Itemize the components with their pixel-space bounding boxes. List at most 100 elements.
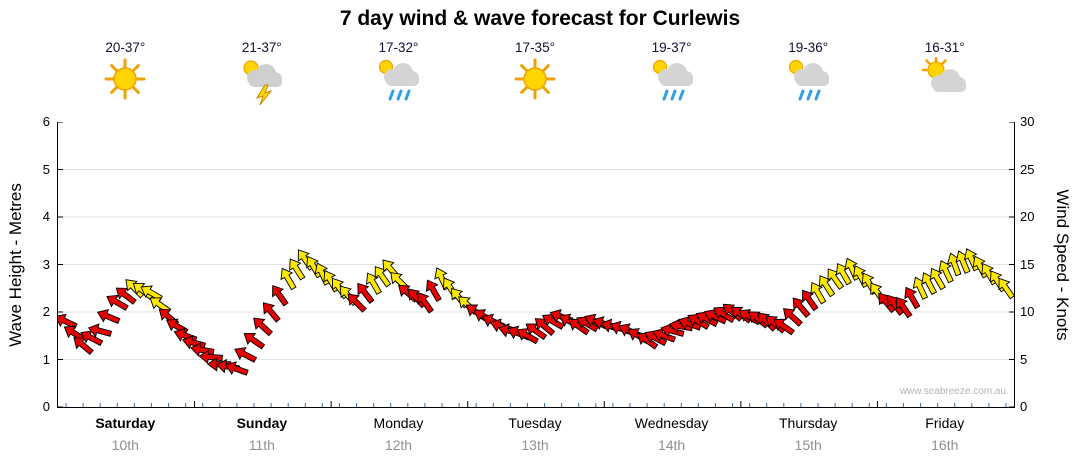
- wind-arrow: [542, 313, 565, 330]
- sunny-weather-icon: [508, 57, 562, 105]
- wind-arrow: [904, 286, 921, 310]
- temperature-range: 17-35°: [515, 40, 555, 55]
- watermark: www.seabreeze.com.au: [899, 386, 1006, 397]
- wind-arrow: [835, 262, 852, 286]
- day-label: Sunday 11th: [194, 415, 331, 453]
- day-name: Saturday: [95, 415, 156, 431]
- wave-height-tick: 0: [42, 399, 50, 414]
- wind-arrow: [644, 330, 668, 347]
- day-name: Tuesday: [508, 415, 562, 431]
- wind-arrow: [801, 289, 819, 312]
- wind-arrow: [636, 332, 659, 350]
- day-label: Saturday 10th: [57, 415, 194, 453]
- wind-arrow: [272, 284, 289, 307]
- day-column: 19-37°: [603, 40, 740, 105]
- wave-height-tick: 3: [42, 256, 50, 272]
- right-axis-title: Wind Speed - Knots: [1053, 189, 1072, 341]
- wind-arrow: [73, 337, 94, 355]
- day-column: 16-31°: [876, 40, 1013, 105]
- day-column: 20-37°: [57, 40, 194, 105]
- plot-area: www.seabreeze.com.au: [57, 122, 1015, 408]
- wind-arrow: [115, 287, 137, 305]
- wind-arrow: [365, 272, 382, 295]
- rain-weather-icon: [371, 57, 425, 105]
- wind-arrow: [534, 318, 556, 336]
- wind-arrows-canvas: [58, 122, 1014, 407]
- day-date: 10th: [111, 437, 139, 453]
- wind-arrow: [773, 318, 795, 336]
- wind-arrow: [792, 297, 811, 319]
- wind-speed-tick: 10: [1020, 304, 1035, 319]
- temperature-range: 20-37°: [105, 40, 146, 55]
- wave-height-tick: 5: [42, 161, 50, 177]
- wind-arrow: [58, 313, 78, 330]
- day-column: 17-35°: [467, 40, 604, 105]
- wave-height-tick: 1: [42, 351, 50, 367]
- wind-arrow: [106, 294, 129, 311]
- wind-arrow: [289, 258, 306, 281]
- chart-title: 7 day wind & wave forecast for Curlewis: [339, 7, 741, 30]
- temperature-range: 16-31°: [924, 40, 965, 55]
- wave-height-tick: 4: [42, 209, 50, 224]
- wind-speed-tick: 0: [1020, 399, 1028, 414]
- day-date: 15th: [794, 437, 822, 453]
- day-date: 11th: [248, 437, 275, 453]
- wind-arrow: [253, 317, 274, 337]
- rain-weather-icon: [645, 57, 699, 105]
- wind-arrow: [140, 285, 163, 302]
- wind-arrow: [280, 267, 297, 291]
- wave-height-tick: 2: [42, 304, 50, 319]
- wind-arrow: [96, 309, 121, 324]
- day-label: Tuesday 13th: [467, 415, 604, 453]
- wind-arrow: [417, 292, 434, 314]
- partly-weather-icon: [918, 57, 972, 105]
- wind-arrow: [998, 277, 1014, 300]
- days-header: 20-37° 21-37° 17-32° 17-35° 19-37° 19-36° 16-3…: [57, 40, 1013, 105]
- wind-arrow: [652, 327, 677, 343]
- wind-speed-tick: 30: [1020, 114, 1035, 129]
- day-name: Sunday: [236, 415, 288, 431]
- wind-speed-tick: 20: [1020, 209, 1035, 224]
- day-label: Thursday 15th: [740, 415, 877, 453]
- temperature-range: 19-37°: [651, 40, 692, 55]
- day-label: Monday 12th: [330, 415, 467, 453]
- day-column: 17-32°: [330, 40, 467, 105]
- day-date: 16th: [931, 437, 959, 453]
- rain-weather-icon: [781, 57, 835, 105]
- wind-arrow: [425, 279, 442, 303]
- temperature-range: 17-32°: [378, 40, 419, 55]
- wave-height-tick: 6: [42, 114, 50, 129]
- day-label: Friday 16th: [876, 415, 1013, 453]
- wind-arrow: [921, 272, 938, 296]
- wind-arrow: [243, 332, 266, 350]
- wind-arrow: [576, 316, 599, 333]
- wind-arrow: [568, 318, 590, 336]
- left-axis-title: Wave Height - Metres: [6, 183, 25, 347]
- wind-arrow: [80, 330, 104, 347]
- temperature-range: 21-37°: [241, 40, 282, 55]
- wind-arrow: [660, 323, 685, 338]
- wind-arrow: [224, 361, 249, 376]
- sunny-weather-icon: [98, 57, 152, 105]
- wind-arrow: [938, 260, 954, 284]
- wind-arrow: [234, 347, 258, 363]
- wind-speed-tick: 25: [1020, 161, 1035, 177]
- wind-arrow: [782, 308, 803, 327]
- wind-arrow: [713, 306, 736, 324]
- wind-arrow: [810, 281, 827, 305]
- day-label: Wednesday 14th: [603, 415, 740, 453]
- days-footer: Saturday 10th Sunday 11th Monday 12th Tuesday 1…: [57, 415, 1013, 453]
- day-date: 14th: [657, 437, 686, 453]
- wind-arrow: [695, 311, 719, 328]
- wind-arrow: [827, 268, 845, 290]
- day-name: Wednesday: [634, 415, 709, 431]
- wind-arrow: [895, 296, 913, 319]
- day-date: 13th: [521, 437, 549, 453]
- wind-speed-tick: 5: [1020, 351, 1028, 367]
- day-name: Friday: [925, 415, 965, 431]
- day-name: Monday: [373, 415, 424, 431]
- wind-arrow: [516, 328, 539, 345]
- temperature-range: 19-36°: [788, 40, 829, 55]
- wind-speed-tick: 15: [1020, 256, 1035, 272]
